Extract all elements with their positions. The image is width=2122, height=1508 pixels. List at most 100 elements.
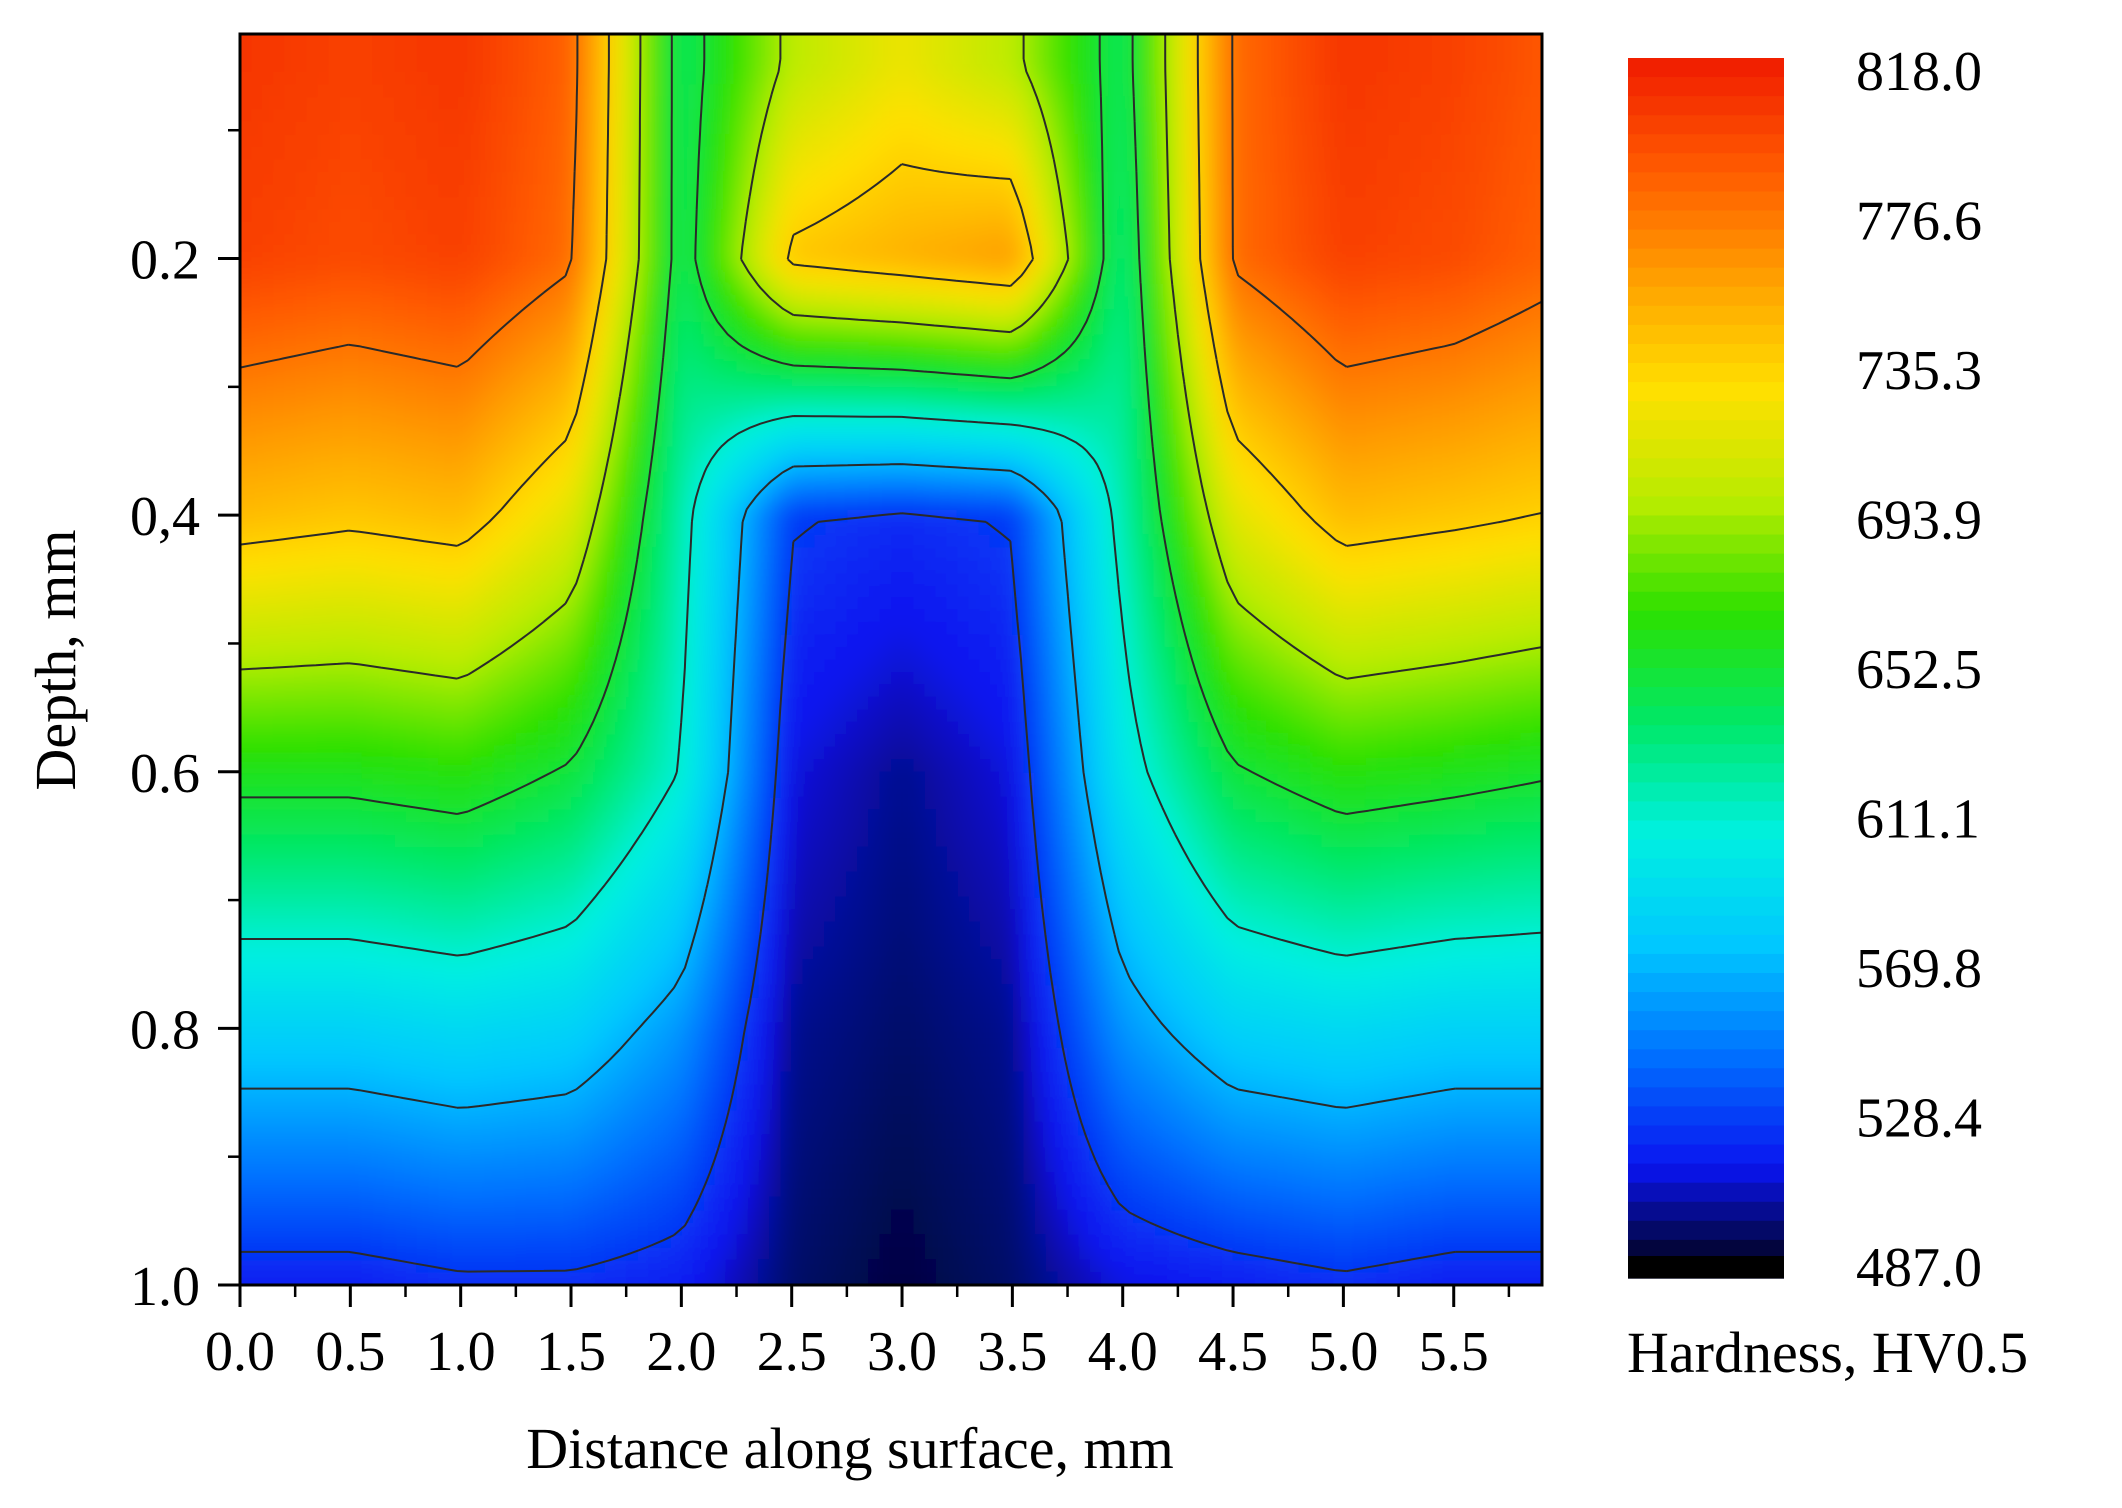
contour-cell [615,121,627,135]
contour-cell [1233,459,1245,473]
contour-cell [769,134,782,148]
contour-cell [582,171,594,185]
contour-cell [1288,309,1301,323]
contour-cell [879,496,892,511]
contour-cell [449,59,462,73]
contour-cell [1277,471,1290,486]
contour-cell [736,84,749,98]
contour-cell [924,171,936,185]
contour-cell [438,446,451,461]
contour-cell [339,371,352,386]
contour-cell [1266,484,1278,498]
contour-cell [1166,59,1179,73]
contour-cell [405,309,418,323]
contour-cell [493,296,506,311]
contour-cell [482,134,495,148]
contour-cell [857,109,870,123]
contour-cell [692,109,705,123]
contour-cell [1277,409,1290,423]
contour-cell [273,134,285,148]
contour-cell [548,321,561,336]
contour-cell [416,334,429,348]
contour-cell [714,34,727,48]
contour-cell [350,371,363,386]
contour-cell [295,234,307,248]
contour-cell [626,159,639,173]
contour-cell [1475,284,1488,298]
contour-cell [372,471,385,486]
contour-cell [1067,184,1080,198]
contour-cell [1244,9,1256,22]
contour-cell [957,71,970,85]
contour-cell [1078,121,1091,135]
contour-cell [240,296,252,311]
contour-cell [1508,334,1521,348]
contour-cell [1045,246,1058,260]
contour-cell [825,9,837,22]
contour-cell [879,296,892,311]
contour-cell [284,46,296,60]
contour-cell [913,109,925,123]
contour-cell [857,346,870,361]
contour-cell [725,209,738,223]
contour-cell [1486,296,1499,311]
contour-cell [284,309,296,323]
contour-cell [417,9,429,22]
contour-cell [1409,396,1422,411]
contour-cell [240,96,252,110]
contour-cell [582,259,594,273]
contour-cell [493,134,506,148]
contour-cell [350,434,363,448]
contour-cell [240,9,252,22]
contour-cell [1464,484,1477,498]
contour-cell [515,221,528,235]
contour-cell [394,484,407,498]
contour-cell [405,484,418,498]
contour-cell [648,259,661,273]
contour-cell [791,509,804,523]
contour-cell [1288,84,1301,98]
contour-cell [460,121,473,135]
contour-cell [328,184,341,198]
contour-cell [1188,221,1201,235]
contour-cell [504,496,517,511]
contour-cell [240,496,252,511]
contour-cell [449,121,462,135]
contour-cell [1122,46,1135,60]
contour-cell [240,59,252,73]
contour-cell [836,9,848,22]
contour-cell [1387,71,1400,85]
contour-cell [306,184,319,198]
contour-cell [1266,121,1278,135]
contour-cell [670,509,683,523]
contour-cell [1553,84,1565,97]
contour-cell [1122,496,1135,511]
contour-cell [1299,309,1312,323]
contour-cell [1387,234,1400,248]
contour-cell [725,434,738,448]
contour-cell [240,246,252,260]
contour-cell [902,421,914,436]
contour-cell [703,284,716,298]
contour-cell [273,196,285,210]
contour-cell [1343,334,1356,348]
contour-cell [1277,121,1290,135]
contour-cell [240,434,252,448]
contour-cell [306,209,319,223]
contour-cell [891,34,903,48]
contour-cell [1034,309,1047,323]
contour-cell [372,484,385,498]
contour-cell [1420,96,1433,110]
contour-cell [1497,34,1510,48]
contour-cell [1321,434,1334,448]
contour-cell [1475,396,1488,411]
contour-cell [582,421,594,436]
contour-cell [692,59,705,73]
contour-cell [1222,421,1234,436]
contour-cell [637,71,650,85]
contour-cell [427,309,440,323]
contour-cell [769,396,782,411]
contour-cell [824,259,837,273]
contour-cell [504,459,517,473]
contour-cell [1034,496,1047,511]
